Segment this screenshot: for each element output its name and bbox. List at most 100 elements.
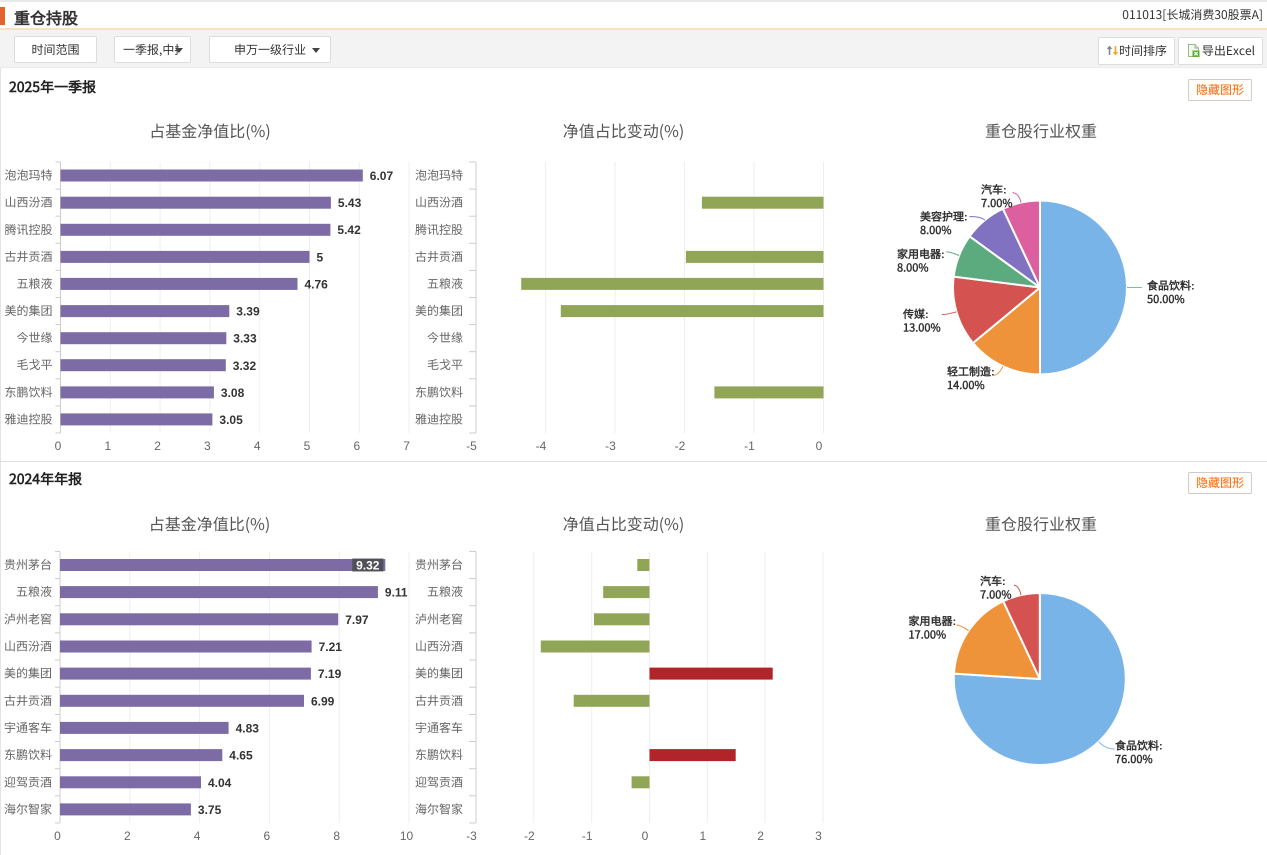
svg-text:雅迪控股: 雅迪控股 [415,410,463,427]
svg-text:食品饮料:: 食品饮料: [1146,278,1195,294]
svg-text:海尔智家: 海尔智家 [415,800,463,817]
svg-text:宇通客车: 宇通客车 [4,719,52,736]
svg-text:迎驾贡酒: 迎驾贡酒 [4,773,52,790]
svg-text:海尔智家: 海尔智家 [4,800,52,817]
svg-text:7.19: 7.19 [318,667,342,681]
svg-text:迎驾贡酒: 迎驾贡酒 [415,773,463,790]
svg-text:家用电器:: 家用电器: [897,246,945,262]
svg-text:贵州茅台: 贵州茅台 [4,556,52,573]
svg-text:3: 3 [815,829,822,843]
svg-text:3.33: 3.33 [233,332,257,346]
svg-text:五粮液: 五粮液 [427,275,463,292]
svg-text:6: 6 [353,439,360,453]
svg-text:6: 6 [264,829,271,843]
svg-text:0: 0 [816,439,823,453]
svg-text:0: 0 [54,829,61,843]
svg-text:山西汾酒: 山西汾酒 [4,194,52,211]
svg-text:传媒:: 传媒: [902,306,929,322]
svg-text:5: 5 [304,439,311,453]
svg-text:4: 4 [194,829,201,843]
svg-text:5.43: 5.43 [338,196,362,210]
svg-text:腾讯控股: 腾讯控股 [415,221,463,238]
svg-text:13.00%: 13.00% [903,320,941,336]
svg-text:美的集团: 美的集团 [4,302,52,319]
svg-text:-2: -2 [524,829,535,843]
svg-text:重仓股行业权重: 重仓股行业权重 [985,511,1097,535]
svg-text:-4: -4 [536,439,547,453]
svg-text:-1: -1 [582,829,593,843]
svg-text:-3: -3 [466,829,477,843]
svg-text:2: 2 [154,439,161,453]
svg-text:山西汾酒: 山西汾酒 [415,638,463,655]
svg-text:家用电器:: 家用电器: [909,613,957,629]
svg-text:2: 2 [757,829,764,843]
svg-text:8.00%: 8.00% [897,260,929,276]
svg-text:-1: -1 [744,439,755,453]
svg-text:3.39: 3.39 [236,305,260,319]
svg-text:4.76: 4.76 [305,277,329,291]
svg-text:9.11: 9.11 [385,586,408,600]
svg-text:-5: -5 [466,439,477,453]
svg-text:5: 5 [317,250,324,264]
svg-text:美的集团: 美的集团 [4,665,52,682]
svg-text:7.97: 7.97 [345,613,369,627]
svg-text:0: 0 [642,829,649,843]
svg-text:泸州老窖: 泸州老窖 [415,610,463,627]
svg-text:3.05: 3.05 [219,413,243,427]
svg-text:5.42: 5.42 [337,223,361,237]
svg-text:4.65: 4.65 [229,749,253,763]
svg-text:占基金净值比(%): 占基金净值比(%) [149,118,271,142]
svg-text:9.32: 9.32 [356,559,380,573]
svg-text:五粮液: 五粮液 [16,275,52,292]
svg-text:古井贡酒: 古井贡酒 [4,248,52,265]
svg-text:1: 1 [699,829,706,843]
svg-text:10: 10 [400,829,414,843]
svg-text:山西汾酒: 山西汾酒 [415,194,463,211]
svg-text:美的集团: 美的集团 [415,665,463,682]
svg-text:泸州老窖: 泸州老窖 [4,610,52,627]
svg-text:东鹏饮料: 东鹏饮料 [415,383,463,400]
svg-text:食品饮料:: 食品饮料: [1114,738,1163,754]
svg-text:东鹏饮料: 东鹏饮料 [4,746,52,763]
svg-text:净值占比变动(%): 净值占比变动(%) [563,118,685,142]
svg-text:6.07: 6.07 [370,169,394,183]
svg-text:宇通客车: 宇通客车 [415,719,463,736]
svg-text:3.32: 3.32 [233,359,257,373]
svg-text:汽车:: 汽车: [981,182,1007,198]
svg-text:泡泡玛特: 泡泡玛特 [4,167,52,184]
svg-text:2: 2 [124,829,131,843]
svg-text:泡泡玛特: 泡泡玛特 [415,167,463,184]
svg-text:8.00%: 8.00% [920,222,952,238]
svg-text:4: 4 [254,439,261,453]
svg-text:4.04: 4.04 [208,776,232,790]
svg-text:东鹏饮料: 东鹏饮料 [4,383,52,400]
svg-text:今世缘: 今世缘 [16,329,52,346]
svg-text:美容护理:: 美容护理: [920,209,968,225]
svg-text:14.00%: 14.00% [947,377,985,393]
svg-text:6.99: 6.99 [311,694,335,708]
svg-text:雅迪控股: 雅迪控股 [4,410,52,427]
svg-text:东鹏饮料: 东鹏饮料 [415,746,463,763]
svg-text:-3: -3 [605,439,616,453]
svg-text:8: 8 [333,829,340,843]
svg-text:净值占比变动(%): 净值占比变动(%) [563,511,685,535]
svg-text:古井贡酒: 古井贡酒 [415,692,463,709]
svg-text:美的集团: 美的集团 [415,302,463,319]
svg-text:五粮液: 五粮液 [16,583,52,600]
svg-text:7.21: 7.21 [319,640,343,654]
svg-text:4.83: 4.83 [236,721,260,735]
svg-text:今世缘: 今世缘 [427,329,463,346]
svg-text:五粮液: 五粮液 [427,583,463,600]
svg-text:7.00%: 7.00% [980,587,1012,603]
svg-text:17.00%: 17.00% [909,627,947,643]
svg-text:腾讯控股: 腾讯控股 [4,221,52,238]
svg-text:贵州茅台: 贵州茅台 [415,556,463,573]
svg-text:-2: -2 [675,439,686,453]
svg-text:轻工制造:: 轻工制造: [947,364,995,380]
svg-text:占基金净值比(%): 占基金净值比(%) [149,511,271,535]
svg-text:50.00%: 50.00% [1146,291,1185,307]
svg-text:山西汾酒: 山西汾酒 [4,638,52,655]
svg-text:3: 3 [204,439,211,453]
svg-text:重仓股行业权重: 重仓股行业权重 [985,118,1097,142]
svg-text:1: 1 [104,439,111,453]
